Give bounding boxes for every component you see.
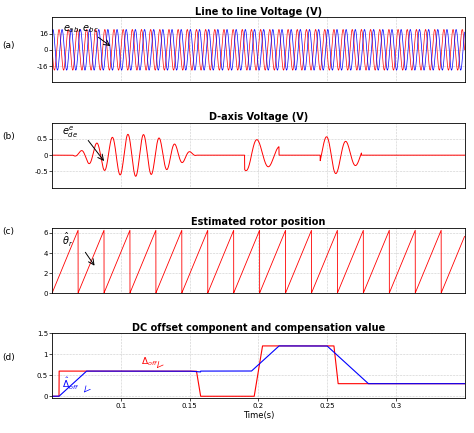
Text: $e_{ab},e_{bc}$: $e_{ab},e_{bc}$	[63, 23, 99, 36]
Text: $\hat{\theta}_r$: $\hat{\theta}_r$	[62, 231, 73, 249]
Text: $\Delta_{off}$: $\Delta_{off}$	[142, 356, 159, 368]
Title: D-axis Voltage (V): D-axis Voltage (V)	[209, 112, 308, 122]
Title: Line to line Voltage (V): Line to line Voltage (V)	[195, 6, 322, 16]
Text: (d): (d)	[2, 353, 15, 362]
Text: (b): (b)	[2, 132, 15, 141]
Text: $e^e_{de}$: $e^e_{de}$	[62, 125, 78, 140]
Title: Estimated rotor position: Estimated rotor position	[191, 217, 326, 227]
X-axis label: Time(s): Time(s)	[243, 411, 274, 420]
Text: (c): (c)	[2, 227, 14, 236]
Text: $\hat{\Delta}_{off}$: $\hat{\Delta}_{off}$	[62, 376, 79, 392]
Text: (a): (a)	[2, 41, 15, 50]
Title: DC offset component and compensation value: DC offset component and compensation val…	[132, 323, 385, 333]
